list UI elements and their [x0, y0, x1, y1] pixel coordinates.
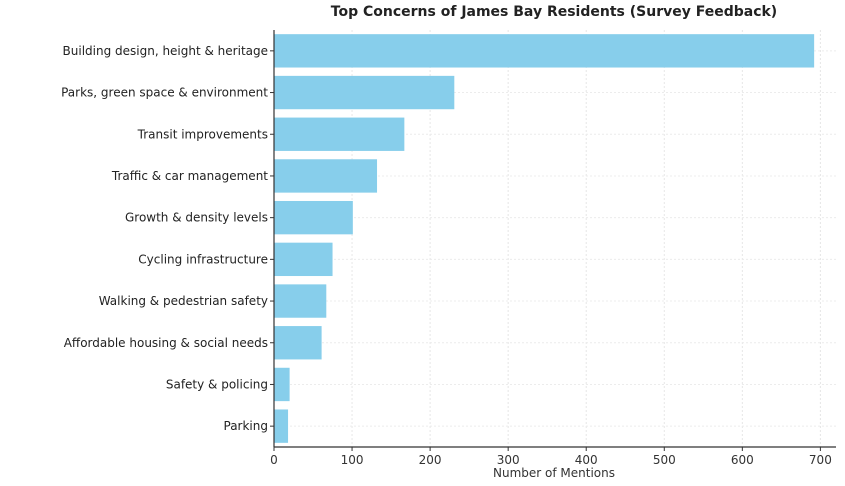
y-tick-label: Affordable housing & social needs [64, 336, 268, 350]
bar [274, 117, 405, 151]
x-tick-label: 700 [809, 453, 832, 467]
y-tick-label: Walking & pedestrian safety [99, 294, 268, 308]
x-tick-label: 200 [419, 453, 442, 467]
x-tick-label: 0 [270, 453, 278, 467]
x-axis-label: Number of Mentions [493, 466, 615, 480]
x-tick-label: 600 [731, 453, 754, 467]
y-tick-label: Growth & density levels [125, 211, 268, 225]
y-tick-label: Parking [224, 419, 269, 433]
x-tick-label: 500 [653, 453, 676, 467]
y-tick-label: Transit improvements [137, 127, 268, 141]
bar [274, 409, 289, 443]
y-tick-label: Safety & policing [166, 377, 268, 391]
x-tick-label: 300 [497, 453, 520, 467]
y-tick-label: Parks, green space & environment [61, 86, 268, 100]
chart-title: Top Concerns of James Bay Residents (Sur… [330, 4, 778, 20]
x-tick-label: 400 [575, 453, 598, 467]
bar [274, 242, 333, 277]
y-tick-label: Traffic & car management [111, 169, 268, 183]
y-tick-label: Building design, height & heritage [63, 44, 268, 58]
bar [274, 75, 455, 110]
bar [274, 200, 353, 235]
bar [274, 159, 378, 193]
bar [274, 367, 290, 402]
bar [274, 34, 815, 68]
bar [274, 284, 327, 318]
x-tick-label: 100 [341, 453, 364, 467]
bar [274, 326, 322, 360]
y-tick-label: Cycling infrastructure [138, 252, 268, 266]
